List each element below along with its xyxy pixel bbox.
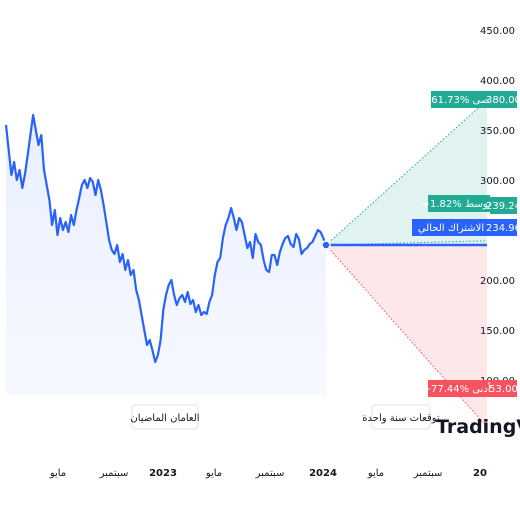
forecast-low-label-text: -77.44% أدنى xyxy=(427,382,490,395)
forecast-average-label-text: +1.82% متوسط xyxy=(422,199,497,210)
current-price-dot xyxy=(321,240,331,250)
x-tick-label: مايو xyxy=(49,468,66,479)
forecast-average-line xyxy=(325,240,488,246)
forecast-average-label: +1.82% متوسط 239.24 xyxy=(422,195,520,214)
forecast-high-label: +61.73% أقصى 380.00 xyxy=(423,91,520,108)
y-tick-label: 150.00 xyxy=(480,326,515,337)
y-tick-label: 300.00 xyxy=(480,176,515,187)
y-tick-label: 200.00 xyxy=(480,276,515,287)
forecast-high-value: 380.00 xyxy=(486,95,520,106)
y-tick-label: 350.00 xyxy=(480,126,515,137)
x-tick-label: سبتمبر xyxy=(413,468,443,479)
y-tick-label: 400.00 xyxy=(480,76,515,87)
x-tick-label: سبتمبر xyxy=(99,468,129,479)
forecast-high-label-text: +61.73% أقصى xyxy=(423,93,497,106)
forecast-period-text: توقعات سنة واحدة xyxy=(362,413,440,424)
x-tick-label: مايو xyxy=(205,468,222,479)
x-tick-label: مايو xyxy=(367,468,384,479)
tradingview-watermark: TradingView xyxy=(436,416,520,438)
forecast-regions xyxy=(325,99,488,428)
tradingview-watermark-text: TradingView xyxy=(436,416,520,438)
forecast-low-label: -77.44% أدنى 53.00 xyxy=(427,380,518,397)
history-price-line xyxy=(4,113,328,364)
x-tick-label: سبتمبر xyxy=(255,468,285,479)
x-tick-label: 2024 xyxy=(309,468,337,479)
x-axis: مايو سبتمبر 2023 مايو سبتمبر 2024 مايو سبتمبر 20 xyxy=(49,468,487,479)
current-price-value: 234.96 xyxy=(486,223,520,234)
x-tick-label: 2023 xyxy=(149,468,177,479)
history-area-fill xyxy=(6,115,326,395)
forecast-low-value: 53.00 xyxy=(489,384,518,395)
forecast-high-line xyxy=(325,99,488,246)
history-period-label: العامان الماضيان xyxy=(130,404,200,430)
forecast-average-value: 239.24 xyxy=(486,201,520,212)
current-price-label: الاشتراك الحالي 234.96 xyxy=(412,219,520,236)
history-period-text: العامان الماضيان xyxy=(130,413,199,424)
x-tick-label: 20 xyxy=(473,468,487,479)
forecast-period-label: توقعات سنة واحدة xyxy=(362,404,440,430)
current-price-label-text: الاشتراك الحالي xyxy=(418,223,484,234)
y-tick-label: 450.00 xyxy=(480,26,515,37)
